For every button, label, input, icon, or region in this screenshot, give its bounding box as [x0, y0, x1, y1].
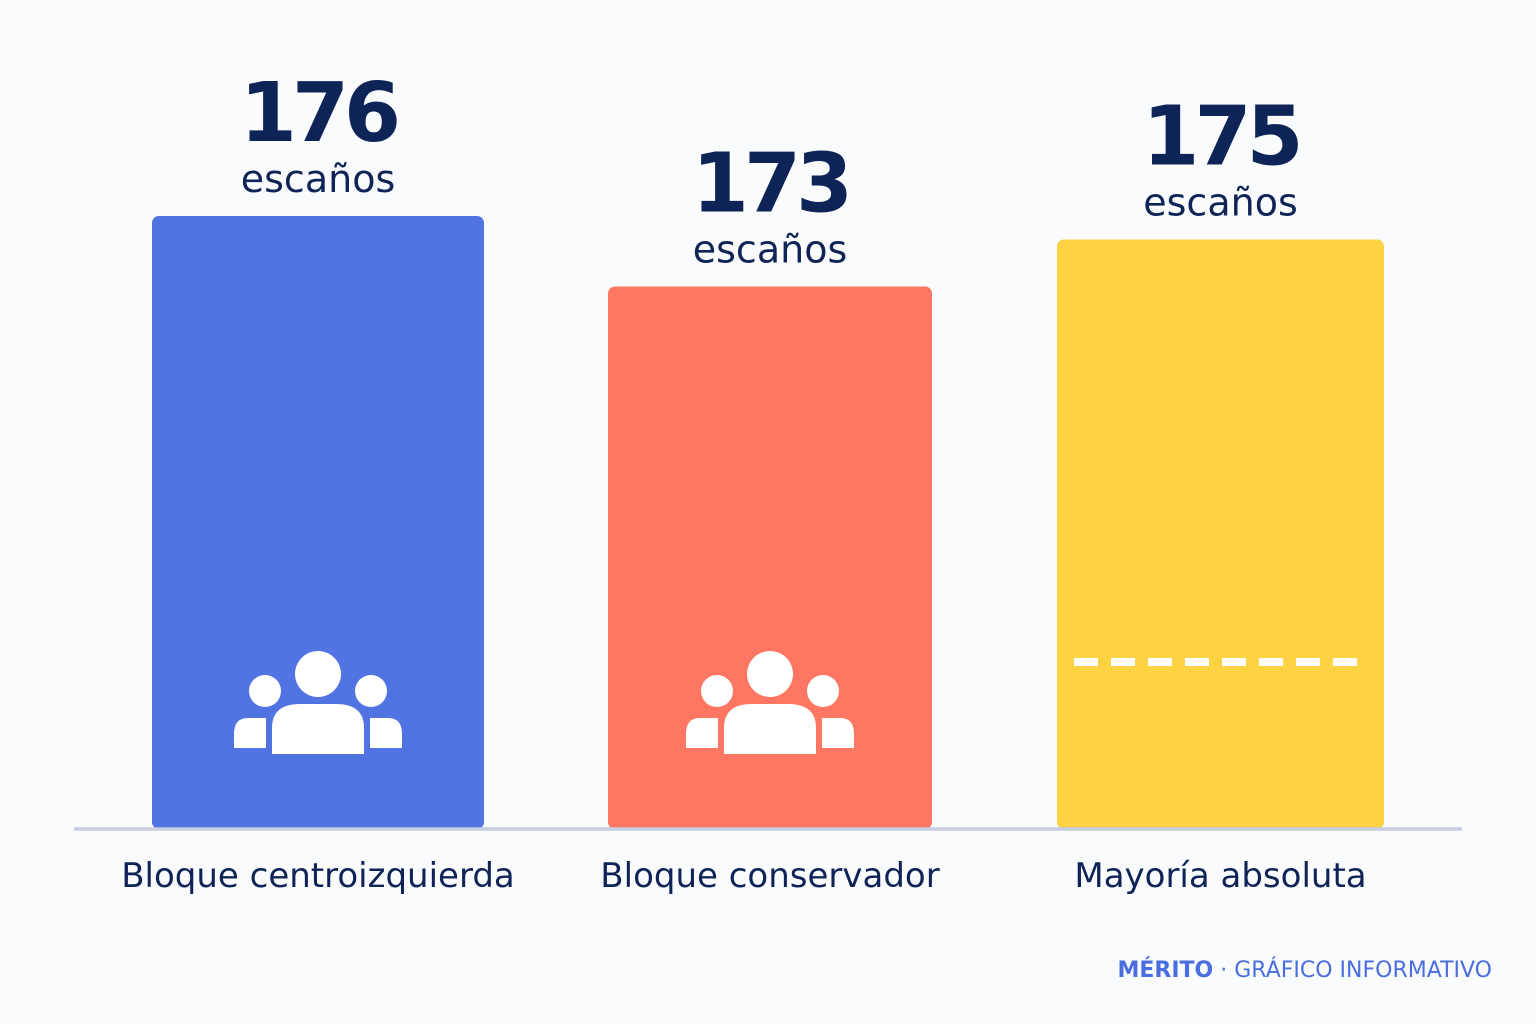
data-label-value: 175	[1142, 90, 1298, 185]
brand-footer: MÉRITO · GRÁFICO INFORMATIVO	[1117, 958, 1492, 983]
category-label: Mayoría absoluta	[1074, 856, 1366, 896]
bars-layer	[152, 216, 1384, 829]
bar-3	[1057, 239, 1384, 829]
bar-1	[152, 216, 484, 829]
group-icon	[686, 651, 854, 754]
brand-separator: ·	[1220, 958, 1228, 983]
data-label-unit: escaños	[693, 228, 848, 272]
brand-name: MÉRITO	[1117, 958, 1214, 983]
brand-tagline: GRÁFICO INFORMATIVO	[1234, 958, 1492, 983]
data-label-unit: escaños	[1143, 181, 1298, 225]
data-label-value: 173	[692, 137, 848, 232]
bar-2	[608, 286, 932, 829]
group-icon	[234, 651, 402, 754]
category-label: Bloque centroizquierda	[121, 856, 515, 896]
category-label: Bloque conservador	[600, 856, 939, 896]
data-label-unit: escaños	[241, 157, 396, 201]
data-label-value: 176	[240, 66, 397, 161]
